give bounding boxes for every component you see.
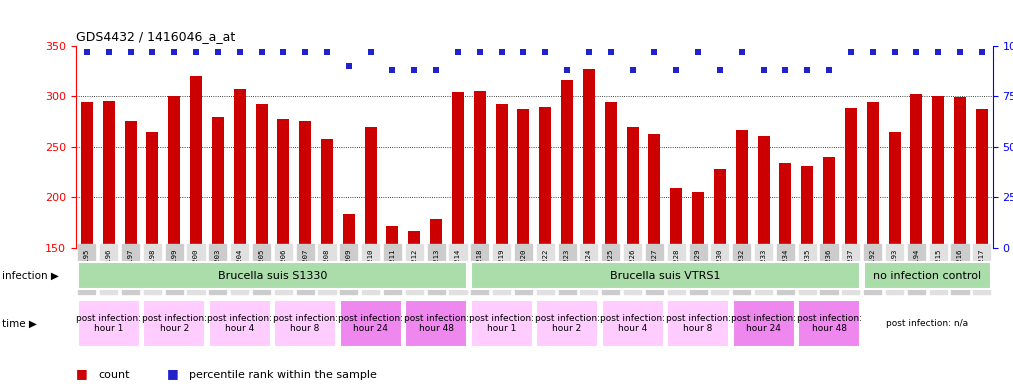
Bar xyxy=(779,163,791,248)
Bar xyxy=(801,166,813,248)
Bar xyxy=(582,69,595,248)
Bar xyxy=(732,300,794,348)
Text: post infection:
hour 8: post infection: hour 8 xyxy=(666,314,730,333)
Bar xyxy=(190,76,202,248)
Bar xyxy=(627,127,638,248)
Bar xyxy=(845,108,857,248)
Bar xyxy=(888,132,901,248)
Text: no infection control: no infection control xyxy=(873,270,982,281)
Text: post infection:
hour 1: post infection: hour 1 xyxy=(469,314,534,333)
Bar xyxy=(671,188,682,248)
Bar xyxy=(539,106,551,248)
Bar xyxy=(798,300,860,348)
Bar xyxy=(471,300,533,348)
Bar xyxy=(321,139,333,248)
Text: post infection:
hour 4: post infection: hour 4 xyxy=(208,314,272,333)
Bar xyxy=(342,214,355,248)
Bar xyxy=(209,300,270,348)
Text: percentile rank within the sample: percentile rank within the sample xyxy=(189,370,377,380)
Bar xyxy=(648,134,660,248)
Text: post infection:
hour 2: post infection: hour 2 xyxy=(142,314,207,333)
Text: Brucella suis VTRS1: Brucella suis VTRS1 xyxy=(610,270,720,281)
Bar xyxy=(275,300,336,348)
Bar xyxy=(692,192,704,248)
Bar xyxy=(405,300,467,348)
Text: post infection:
hour 24: post infection: hour 24 xyxy=(338,314,403,333)
Bar xyxy=(234,89,246,248)
Text: post infection: n/a: post infection: n/a xyxy=(886,319,968,328)
Bar xyxy=(452,93,464,248)
Text: post infection:
hour 48: post infection: hour 48 xyxy=(796,314,861,333)
Bar xyxy=(863,300,991,348)
Bar xyxy=(339,300,401,348)
Bar xyxy=(168,96,180,248)
Bar xyxy=(863,262,991,289)
Text: post infection:
hour 2: post infection: hour 2 xyxy=(535,314,600,333)
Bar xyxy=(536,300,598,348)
Text: post infection:
hour 1: post infection: hour 1 xyxy=(76,314,141,333)
Text: time ▶: time ▶ xyxy=(2,318,36,329)
Bar xyxy=(81,101,93,248)
Bar xyxy=(431,219,442,248)
Text: post infection:
hour 48: post infection: hour 48 xyxy=(403,314,469,333)
Bar xyxy=(143,300,206,348)
Text: ■: ■ xyxy=(167,367,183,380)
Text: count: count xyxy=(98,370,130,380)
Bar xyxy=(758,136,770,248)
Bar xyxy=(125,121,137,248)
Bar xyxy=(278,119,290,248)
Bar xyxy=(602,300,664,348)
Bar xyxy=(387,225,398,248)
Text: infection ▶: infection ▶ xyxy=(2,270,59,281)
Bar xyxy=(867,101,878,248)
Text: post infection:
hour 4: post infection: hour 4 xyxy=(600,314,666,333)
Bar xyxy=(78,262,467,289)
Text: ■: ■ xyxy=(76,367,92,380)
Text: GDS4432 / 1416046_a_at: GDS4432 / 1416046_a_at xyxy=(76,30,235,43)
Text: Brucella suis S1330: Brucella suis S1330 xyxy=(218,270,327,281)
Bar xyxy=(932,96,944,248)
Bar xyxy=(735,130,748,248)
Bar xyxy=(471,262,860,289)
Bar xyxy=(146,132,158,248)
Bar xyxy=(976,109,988,248)
Bar xyxy=(255,104,267,248)
Text: post infection:
hour 24: post infection: hour 24 xyxy=(731,314,796,333)
Bar xyxy=(408,230,420,248)
Bar xyxy=(299,121,311,248)
Bar xyxy=(102,101,114,248)
Bar xyxy=(561,80,573,248)
Bar xyxy=(474,91,486,248)
Bar xyxy=(954,98,966,248)
Bar xyxy=(668,300,729,348)
Text: post infection:
hour 8: post infection: hour 8 xyxy=(272,314,337,333)
Bar xyxy=(714,169,726,248)
Bar xyxy=(605,101,617,248)
Bar xyxy=(518,109,530,248)
Bar xyxy=(911,94,923,248)
Bar xyxy=(495,104,508,248)
Bar xyxy=(365,127,377,248)
Bar xyxy=(823,157,835,248)
Bar xyxy=(212,117,224,248)
Bar xyxy=(78,300,140,348)
